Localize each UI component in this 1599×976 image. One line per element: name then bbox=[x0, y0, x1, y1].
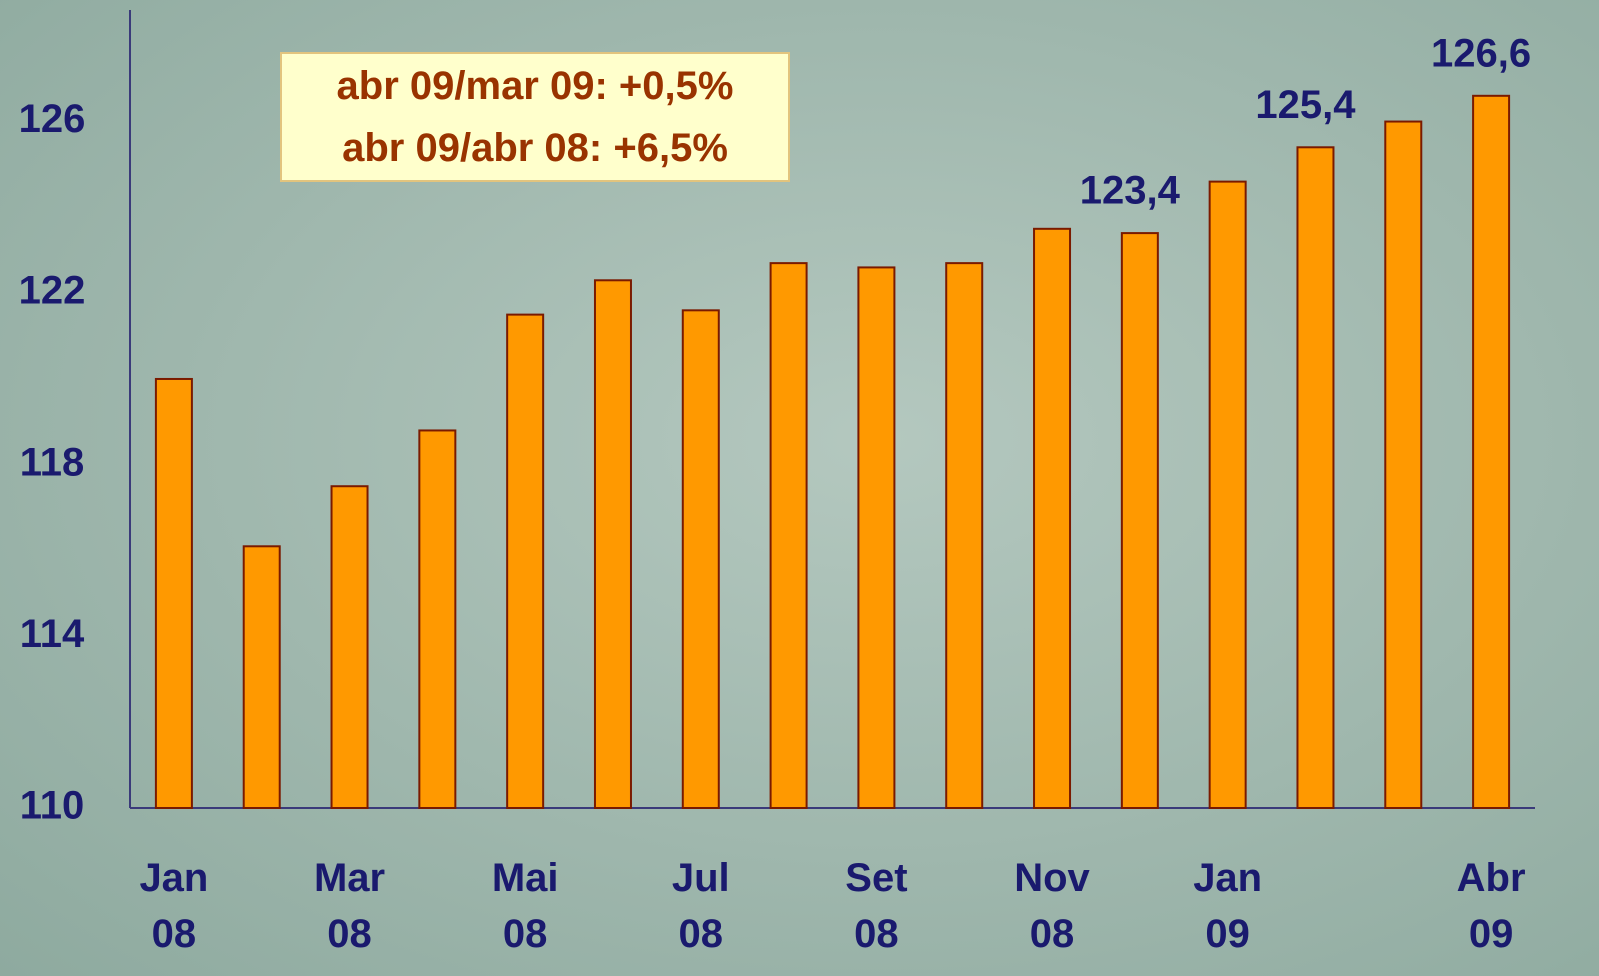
value-label: 126,6 bbox=[1431, 31, 1531, 75]
x-tick-label: Jan 08 bbox=[114, 850, 234, 962]
bar bbox=[156, 379, 192, 808]
value-label: 125,4 bbox=[1255, 83, 1356, 127]
bar bbox=[1473, 96, 1509, 808]
x-tick-label: Jul 08 bbox=[641, 850, 761, 962]
bar bbox=[595, 280, 631, 808]
y-tick-label: 118 bbox=[20, 440, 85, 484]
bar bbox=[1122, 233, 1158, 808]
bar bbox=[771, 263, 807, 808]
x-tick-label: Nov 08 bbox=[992, 850, 1112, 962]
y-tick-label: 114 bbox=[20, 612, 85, 656]
x-tick-label: Mai 08 bbox=[465, 850, 585, 962]
bar bbox=[1210, 182, 1246, 808]
x-tick-label: Abr 09 bbox=[1431, 850, 1551, 962]
bar bbox=[507, 315, 543, 808]
bar bbox=[1297, 147, 1333, 808]
y-tick-label: 126 bbox=[19, 97, 86, 141]
value-label: 123,4 bbox=[1080, 169, 1181, 213]
x-tick-label: Set 08 bbox=[816, 850, 936, 962]
y-tick-label: 110 bbox=[20, 784, 85, 828]
y-tick-label: 122 bbox=[19, 269, 86, 313]
annotation: abr 09/mar 09: +0,5% bbox=[282, 55, 788, 117]
bar bbox=[419, 430, 455, 808]
chart: 110 114 118 122 126 123,4 125,4 126,6 bbox=[0, 0, 1599, 976]
page: 110 114 118 122 126 123,4 125,4 126,6 abr 09/ma… bbox=[0, 0, 1599, 976]
bar bbox=[946, 263, 982, 808]
x-tick-label: Mar 08 bbox=[290, 850, 410, 962]
bar bbox=[1385, 122, 1421, 808]
bar bbox=[1034, 229, 1070, 808]
annotation: abr 09/abr 08: +6,5% bbox=[282, 117, 788, 179]
x-tick-label: Jan 09 bbox=[1168, 850, 1288, 962]
annotation-box: abr 09/mar 09: +0,5% abr 09/abr 08: +6,5… bbox=[280, 52, 790, 182]
bar bbox=[244, 546, 280, 808]
bar bbox=[858, 267, 894, 808]
bar bbox=[683, 310, 719, 808]
bar bbox=[332, 486, 368, 808]
